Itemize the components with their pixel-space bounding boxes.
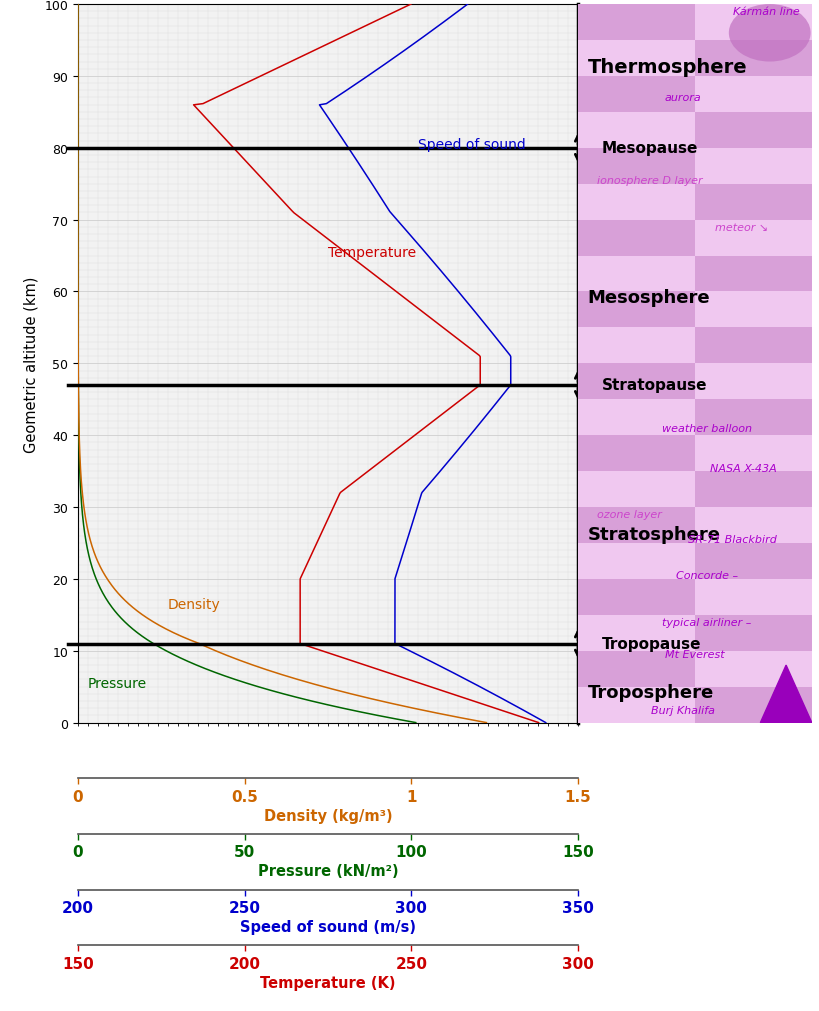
- Bar: [694, 508, 811, 544]
- Bar: [694, 292, 811, 329]
- Bar: [694, 5, 811, 41]
- Bar: [694, 615, 811, 651]
- Bar: [577, 220, 694, 257]
- Text: Density: Density: [168, 598, 220, 611]
- Text: ozone layer: ozone layer: [596, 510, 661, 520]
- Text: Mesosphere: Mesosphere: [586, 288, 709, 306]
- Text: Pressure: Pressure: [88, 676, 147, 690]
- X-axis label: Density (kg/m³): Density (kg/m³): [264, 808, 391, 823]
- Text: Kármán line: Kármán line: [732, 7, 799, 17]
- Text: Tropopause: Tropopause: [601, 636, 700, 651]
- Bar: [577, 399, 694, 436]
- Text: SR-71 Blackbird: SR-71 Blackbird: [687, 535, 776, 545]
- Text: Stratopause: Stratopause: [601, 378, 706, 393]
- Text: typical airliner –: typical airliner –: [661, 618, 750, 628]
- Bar: [694, 41, 811, 77]
- X-axis label: Speed of sound (m/s): Speed of sound (m/s): [240, 919, 415, 934]
- X-axis label: Pressure (kN/m²): Pressure (kN/m²): [257, 863, 398, 879]
- Text: NASA X-43A: NASA X-43A: [709, 463, 776, 473]
- Bar: [694, 651, 811, 687]
- Bar: [577, 508, 694, 544]
- Text: meteor ↘: meteor ↘: [714, 222, 767, 233]
- Bar: [577, 77, 694, 113]
- Bar: [694, 687, 811, 723]
- Text: Thermosphere: Thermosphere: [586, 58, 746, 77]
- Text: Temperature: Temperature: [328, 246, 415, 259]
- Bar: [694, 472, 811, 508]
- Bar: [577, 329, 694, 364]
- Bar: [694, 185, 811, 220]
- Bar: [577, 257, 694, 292]
- Y-axis label: Geometric altitude (km): Geometric altitude (km): [24, 276, 38, 452]
- Bar: [694, 77, 811, 113]
- Text: Speed of sound: Speed of sound: [418, 137, 525, 152]
- Bar: [694, 579, 811, 615]
- Bar: [694, 220, 811, 257]
- Text: Burj Khalifa: Burj Khalifa: [650, 705, 714, 715]
- Bar: [577, 687, 694, 723]
- Polygon shape: [759, 665, 811, 723]
- Bar: [577, 615, 694, 651]
- Bar: [694, 399, 811, 436]
- Bar: [577, 185, 694, 220]
- Bar: [577, 41, 694, 77]
- Text: Mesopause: Mesopause: [601, 142, 697, 156]
- Text: Stratosphere: Stratosphere: [586, 526, 720, 544]
- Text: Concorde –: Concorde –: [675, 571, 737, 580]
- Bar: [577, 544, 694, 579]
- Bar: [577, 472, 694, 508]
- Bar: [694, 149, 811, 185]
- Bar: [577, 5, 694, 41]
- Text: Troposphere: Troposphere: [586, 683, 713, 702]
- Bar: [694, 113, 811, 149]
- Bar: [577, 579, 694, 615]
- Bar: [694, 257, 811, 292]
- Text: ionosphere D layer: ionosphere D layer: [596, 176, 702, 186]
- Text: aurora: aurora: [664, 93, 701, 103]
- Text: weather balloon: weather balloon: [661, 424, 751, 434]
- Bar: [577, 149, 694, 185]
- Bar: [694, 329, 811, 364]
- Bar: [577, 113, 694, 149]
- Bar: [694, 364, 811, 399]
- X-axis label: Temperature (K): Temperature (K): [260, 975, 396, 990]
- Ellipse shape: [728, 5, 810, 63]
- Bar: [694, 436, 811, 472]
- Bar: [694, 544, 811, 579]
- Bar: [577, 364, 694, 399]
- Bar: [577, 436, 694, 472]
- Bar: [577, 651, 694, 687]
- Bar: [577, 292, 694, 329]
- Text: Mt Everest: Mt Everest: [664, 650, 724, 659]
